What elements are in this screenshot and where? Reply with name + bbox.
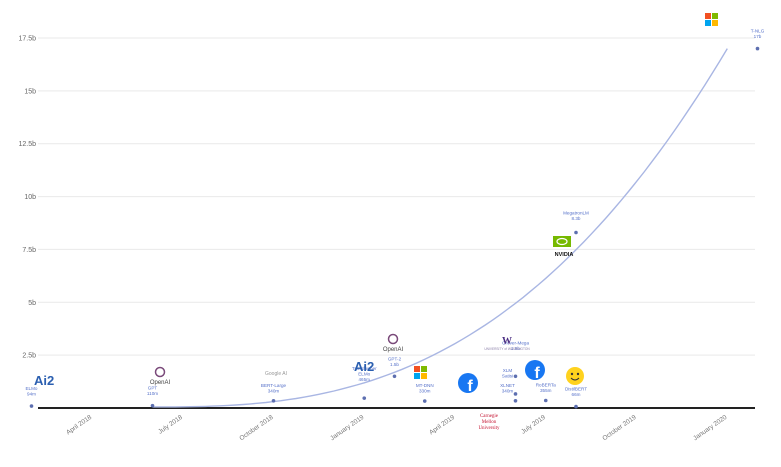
cmu-logo-line2: Mellon (482, 420, 497, 425)
y-tick-label: 5b (28, 300, 36, 307)
marker-megatron (574, 230, 578, 235)
cmu-logo-line1: Carnegie (480, 414, 499, 419)
point-label-gpt2: GPT-2 (388, 356, 402, 361)
nvidia-logo: NVIDIA (553, 236, 573, 258)
marker-roberta (543, 398, 548, 403)
point-label-roberta: 355m (540, 388, 552, 393)
point-label-xlm: Satisi (502, 373, 513, 378)
point-label-mt-dnn: 330m (419, 389, 431, 394)
x-axis-ticks: April 2018 July 2018 October 2018 January 2… (65, 414, 729, 443)
point-label-distilbert: DistilBERT (565, 387, 587, 392)
marker-xlm (513, 392, 518, 396)
facebook-logo-xlm: f (458, 373, 478, 395)
x-tick-label: January 2019 (329, 414, 366, 443)
point-label-transformer-elmo: ELMo (358, 372, 370, 377)
google-ai-logo: Google AI (265, 371, 287, 377)
trend-curve (152, 48, 728, 408)
marker-distilbert (574, 404, 578, 409)
marker-gpt (150, 403, 155, 408)
point-label-distilbert: 66m (572, 392, 581, 397)
y-tick-label: 7.5b (22, 247, 36, 254)
marker-gpt2 (392, 374, 397, 379)
microsoft-logo-tnlg (705, 13, 718, 26)
svg-text:f: f (467, 378, 473, 395)
hugging-face-logo (566, 367, 584, 385)
logos: Ai2 OpenAI Google AI Ai2 OpenAI f W UNIV… (34, 13, 718, 431)
openai-icon-gpt (154, 366, 166, 378)
point-label-elmo: ELMo (25, 386, 37, 391)
svg-text:f: f (534, 365, 540, 382)
point-label-transformer-elmo: Transformer (352, 366, 377, 371)
point-label-grover: 1.5b (511, 346, 520, 351)
point-label-megatron: MegatronLM (563, 211, 589, 216)
openai-icon-gpt2 (387, 333, 399, 345)
x-tick-label: April 2019 (428, 414, 456, 437)
uw-w-logo: W (502, 336, 512, 347)
uw-wordmark: UNIVERSITY of WASHINGTON (484, 347, 530, 351)
openai-logo-gpt: OpenAI (150, 380, 171, 386)
point-label-megatron: 8.3b (572, 216, 581, 221)
point-label-grover: Grover-Mega (502, 340, 530, 345)
y-tick-label: 10b (24, 194, 36, 201)
marker-tnlg (755, 46, 760, 51)
y-tick-label: 17.5b (18, 36, 36, 43)
marker-grover (513, 374, 518, 379)
point-label-gpt2: 1.5b (390, 362, 399, 367)
point-label-bert: BERT-Large (261, 383, 287, 388)
x-tick-label: October 2018 (238, 414, 275, 443)
point-label-tnlg: 17b (754, 34, 762, 39)
y-axis-ticks: 2.5b 5b 7.5b 10b 12.5b 15b 17.5b (18, 36, 36, 360)
marker-elmo (29, 404, 34, 408)
marker-transformer-elmo (362, 396, 367, 400)
point-label-mt-dnn: MT-DNN (416, 383, 434, 388)
microsoft-logo-mtdnn (414, 366, 427, 379)
point-label-gpt: GPT (148, 386, 158, 391)
x-tick-label: October 2019 (601, 414, 638, 443)
x-tick-label: April 2018 (65, 414, 93, 437)
point-label-bert: 340m (268, 388, 280, 393)
point-label-xlnet: XLNET (500, 383, 515, 388)
marker-bert (271, 399, 276, 403)
openai-logo-gpt2: OpenAI (383, 347, 404, 353)
y-tick-label: 2.5b (22, 353, 36, 360)
y-tick-label: 12.5b (18, 141, 36, 148)
point-label-xlnet: 340m (502, 388, 514, 393)
point-label-roberta: RoBERTa (536, 382, 557, 387)
x-tick-label: January 2020 (692, 414, 729, 443)
svg-text:NVIDIA: NVIDIA (555, 252, 574, 258)
cmu-logo-line3: University (478, 426, 500, 431)
point-label-gpt: 110m (147, 391, 158, 396)
marker-xlnet (513, 399, 518, 403)
gridlines (38, 37, 755, 356)
point-gpt2: GPT-21.5b (388, 356, 402, 379)
y-tick-label: 15b (24, 88, 36, 95)
marker-mt-dnn (422, 399, 427, 403)
data-points: ELMo94mGPT110mBERT-Large340mTransformerE… (25, 29, 765, 409)
ai2-logo-transformer: Ai2 (354, 359, 374, 374)
point-label-transformer-elmo: 465m (359, 377, 371, 382)
point-label-tnlg: T-NLG (751, 29, 765, 34)
x-tick-label: July 2018 (157, 414, 184, 436)
point-label-xlm: XLM (503, 368, 513, 373)
point-label-elmo: 94m (27, 392, 36, 397)
x-tick-label: July 2019 (520, 414, 547, 436)
facebook-logo-roberta: f (525, 360, 545, 382)
ai2-logo-elmo: Ai2 (34, 373, 54, 388)
